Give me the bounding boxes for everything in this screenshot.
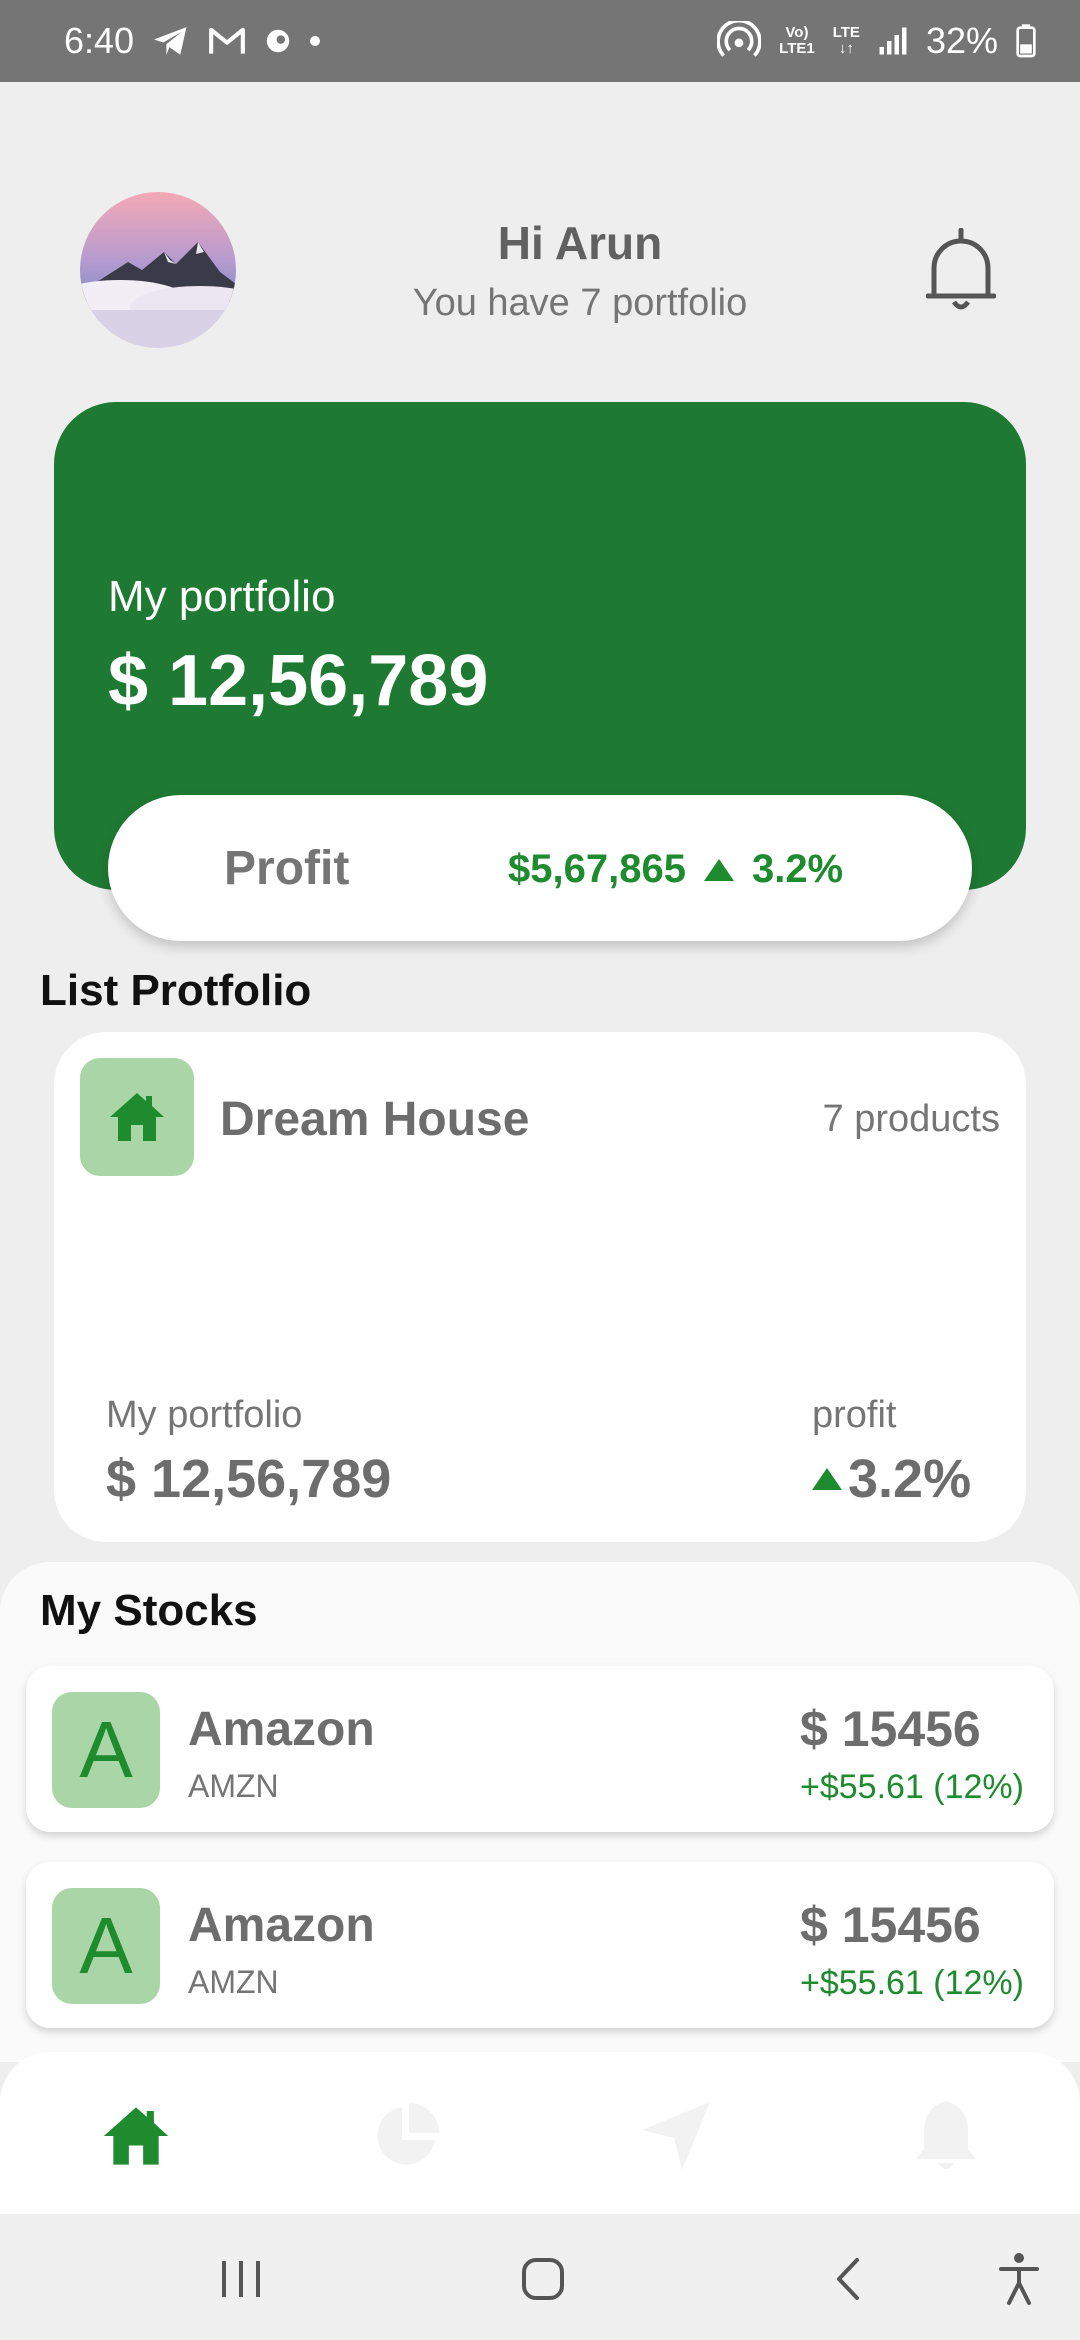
volte-label: Vo) <box>785 24 809 41</box>
lte-label: LTE <box>832 24 860 41</box>
product-count: 7 products <box>822 1098 1000 1140</box>
greeting-subtitle: You have 7 portfolio <box>412 282 748 324</box>
stock-price: $ 15456 <box>800 1897 981 1953</box>
stock-name: Amazon <box>188 1703 375 1756</box>
nav-notifications[interactable] <box>906 2096 986 2176</box>
card-portfolio-value: $ 12,56,789 <box>106 1449 392 1509</box>
bottom-nav <box>0 2052 1080 2214</box>
status-bar-right: Vo) LTE1 LTE ↓↑ 32% <box>717 20 1036 62</box>
send-icon <box>642 2102 710 2170</box>
stock-name: Amazon <box>188 1899 375 1952</box>
stock-change: +$55.61 (12%) <box>800 1768 1024 1806</box>
stock-change: +$55.61 (12%) <box>800 1964 1024 2002</box>
battery-percent: 32% <box>925 20 998 61</box>
profit-percent: 3.2% <box>751 847 844 891</box>
home-icon <box>103 2107 169 2165</box>
stock-price: $ 15456 <box>800 1701 981 1757</box>
back-icon[interactable] <box>812 2244 882 2314</box>
pie-chart-icon <box>377 2103 439 2165</box>
signal-icon <box>878 26 908 56</box>
list-portfolio-title: List Protfolio <box>40 966 312 1015</box>
gmail-icon <box>208 26 246 56</box>
portfolio-card-dream-house[interactable]: Dream House 7 products My portfolio $ 12… <box>54 1032 1026 1542</box>
nav-send[interactable] <box>636 2096 716 2176</box>
stock-ticker: AMZN <box>188 1768 279 1804</box>
my-stocks-title: My Stocks <box>40 1586 258 1635</box>
trend-up-icon <box>703 858 734 881</box>
status-bar-left: 6:40 <box>64 20 321 62</box>
greeting-title: Hi Arun <box>497 217 663 269</box>
bell-icon[interactable] <box>925 227 997 312</box>
card-profit-percent: 3.2% <box>848 1449 972 1509</box>
nav-home[interactable] <box>96 2096 176 2176</box>
lte-indicator: LTE ↓↑ <box>833 25 860 57</box>
hotspot-icon <box>717 21 762 61</box>
stock-logo: A <box>52 1888 160 2004</box>
lte1-label: LTE1 <box>779 40 815 57</box>
card-profit-label: profit <box>812 1394 897 1436</box>
telegram-icon <box>152 24 190 58</box>
status-time: 6:40 <box>64 20 135 61</box>
battery-icon <box>1016 24 1036 58</box>
portfolio-name: Dream House <box>220 1093 530 1146</box>
house-icon <box>80 1058 194 1176</box>
profit-pill[interactable]: Profit $5,67,865 3.2% <box>108 795 972 941</box>
profit-amount: $5,67,865 <box>508 847 686 891</box>
accessibility-icon[interactable] <box>984 2244 1054 2314</box>
portfolio-label: My portfolio <box>108 572 336 621</box>
profit-label: Profit <box>224 842 350 895</box>
stock-logo: A <box>52 1692 160 1808</box>
data-arrows-icon: ↓↑ <box>838 40 854 57</box>
home-button-icon[interactable] <box>508 2244 578 2314</box>
card-portfolio-label: My portfolio <box>106 1394 303 1436</box>
trend-up-icon <box>812 1468 842 1490</box>
stock-row[interactable]: A Amazon AMZN $ 15456 +$55.61 (12%) <box>26 1666 1054 1832</box>
portfolio-value: $ 12,56,789 <box>108 641 489 721</box>
profit-value: $5,67,865 3.2% <box>508 847 843 892</box>
volte-indicator: Vo) LTE1 <box>779 25 815 57</box>
bell-icon <box>916 2101 976 2169</box>
nav-portfolio[interactable] <box>366 2096 446 2176</box>
stock-row[interactable]: A Amazon AMZN $ 15456 +$55.61 (12%) <box>26 1862 1054 2028</box>
notification-dot-icon <box>310 36 321 46</box>
status-bar: 6:40 Vo) LTE1 LTE ↓↑ <box>0 0 1080 82</box>
stock-ticker: AMZN <box>188 1964 279 2000</box>
card-profit-value: 3.2% <box>812 1448 971 1510</box>
recent-apps-icon[interactable] <box>206 2244 276 2314</box>
app-icon <box>264 27 292 55</box>
system-nav-bar <box>0 2214 1080 2340</box>
